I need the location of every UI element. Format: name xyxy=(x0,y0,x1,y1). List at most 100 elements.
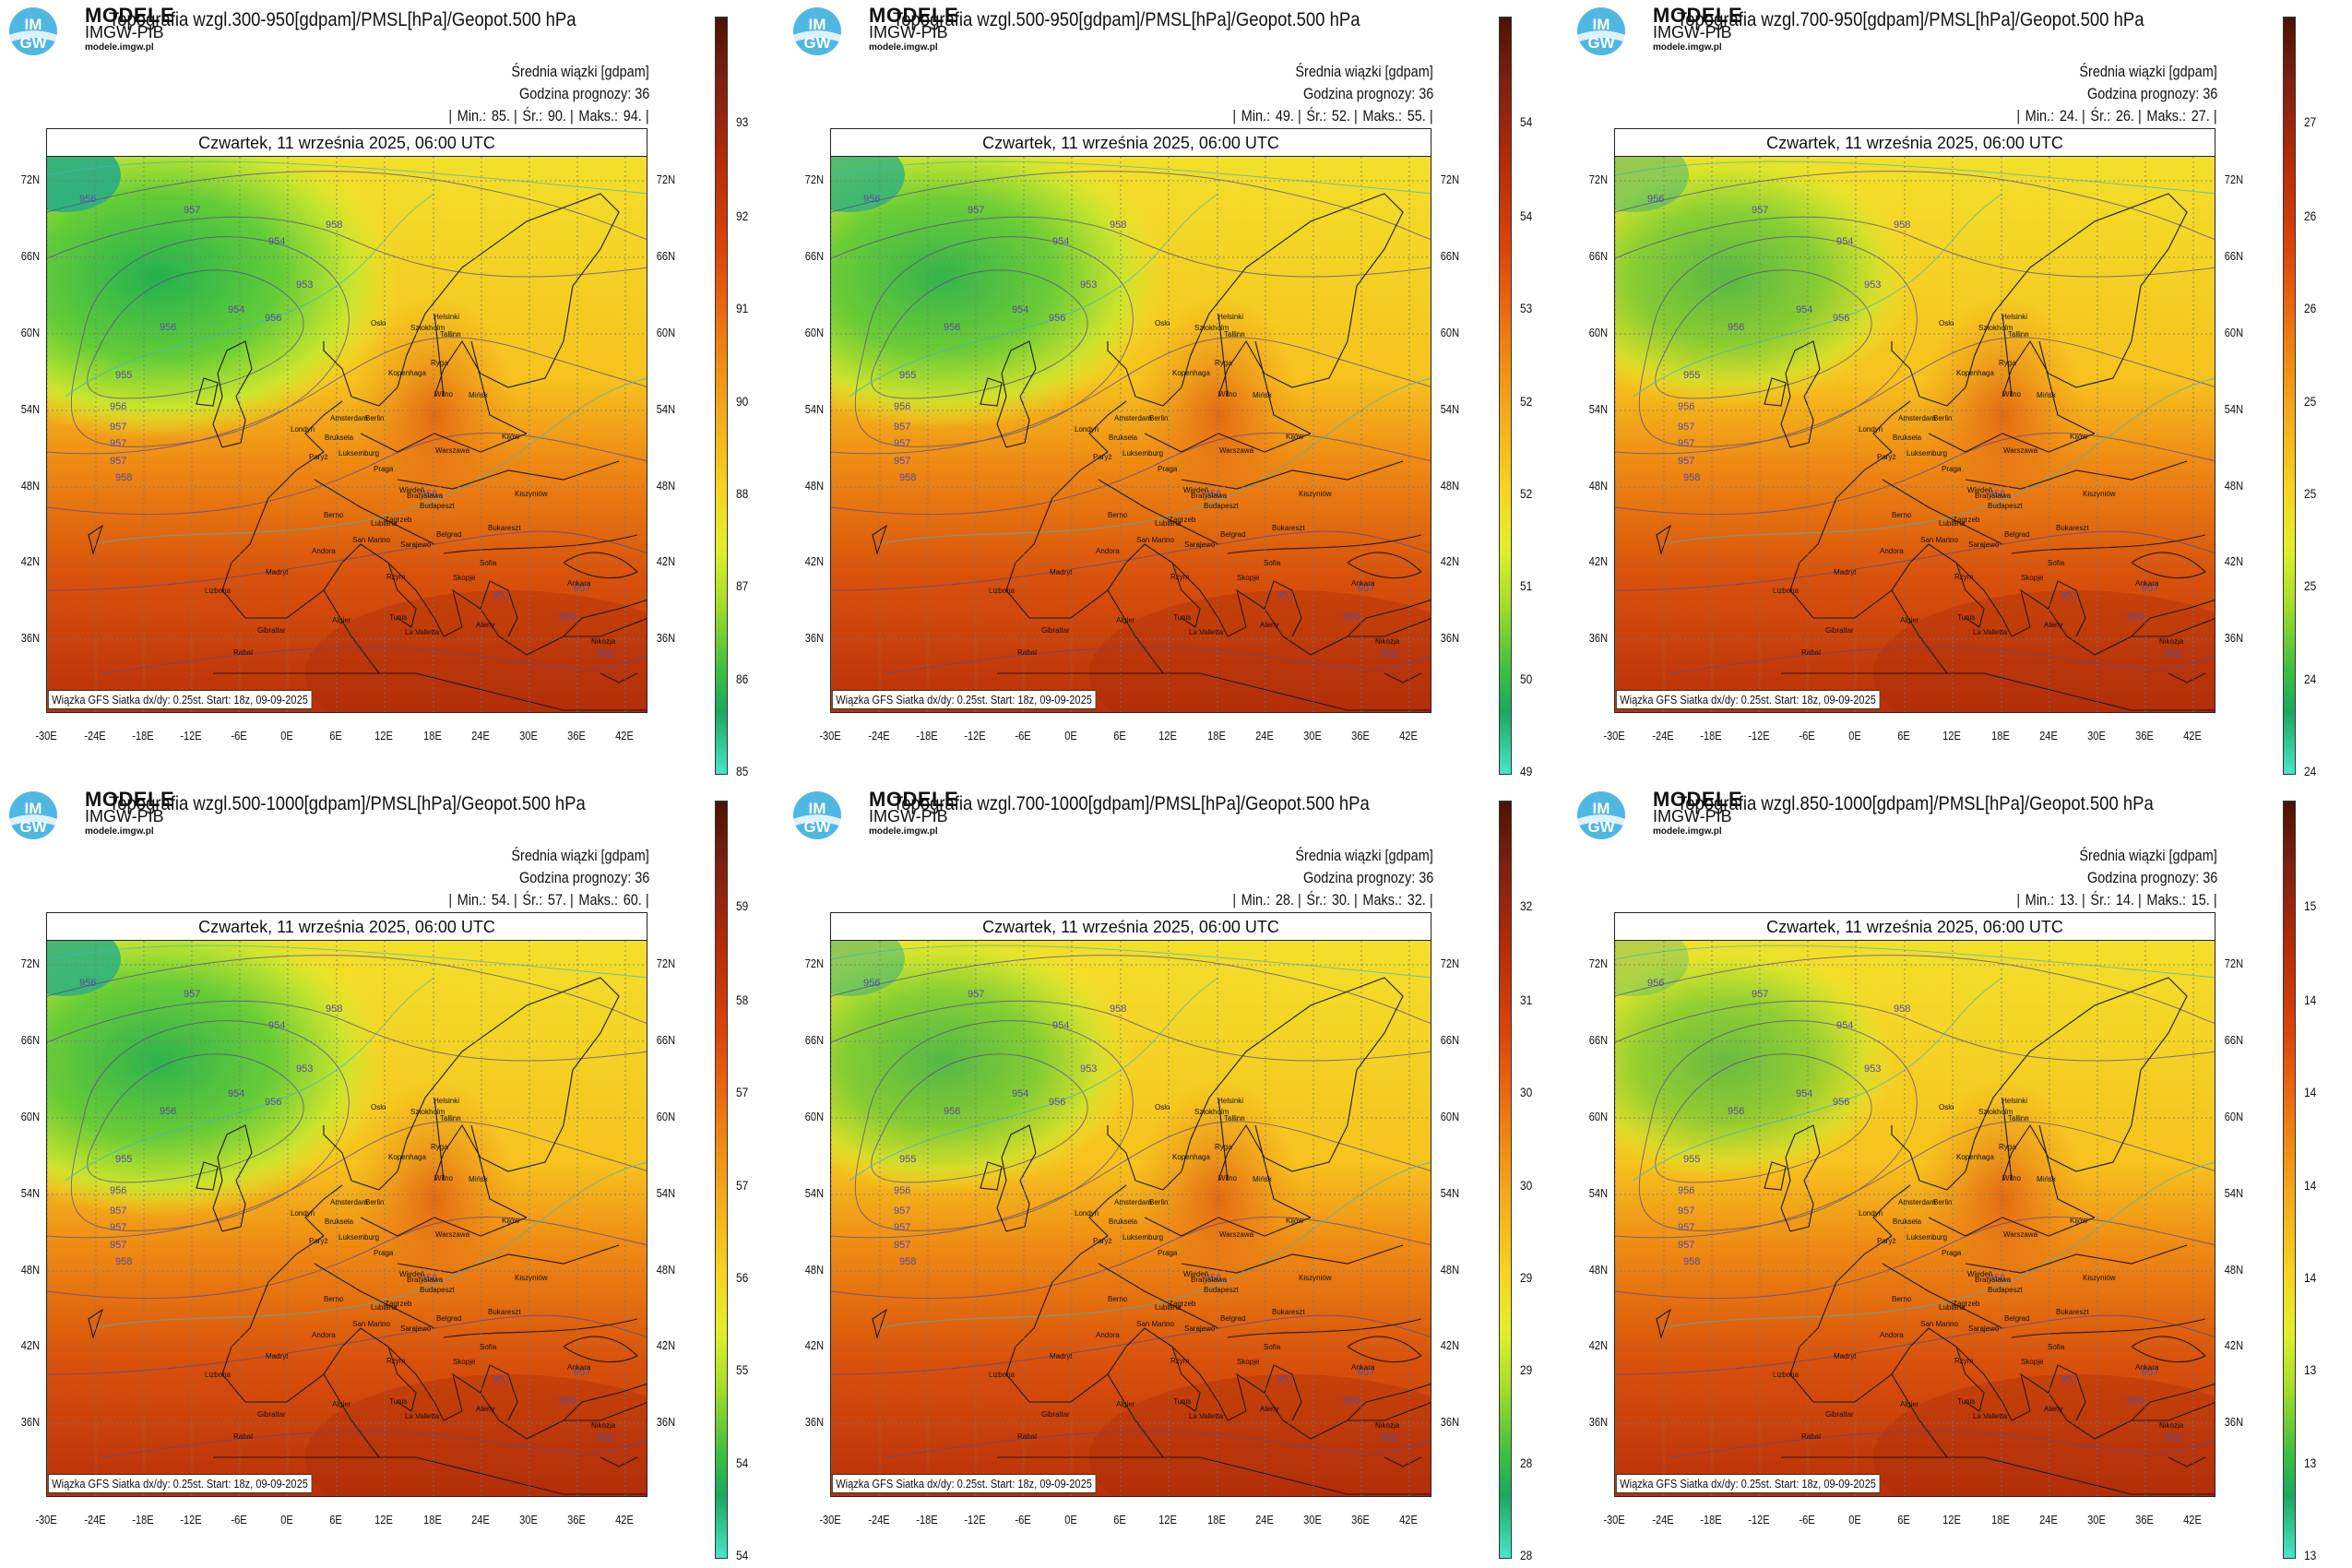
city-label: Lublana xyxy=(371,1303,398,1312)
logo-text-top: IM xyxy=(25,800,42,817)
city-label: Warszawa xyxy=(435,446,470,455)
city-label: Paryż xyxy=(1877,453,1896,461)
contour-label: 958 xyxy=(115,1256,133,1267)
city-label: Ankara xyxy=(567,1363,591,1372)
legend-title: Średnia wiązki [gdpam] xyxy=(1295,63,1433,80)
city-label: Bratysława xyxy=(407,1276,444,1284)
imgw-logo: IM GW xyxy=(1577,7,1625,55)
lon-label: 0E xyxy=(1064,729,1077,742)
city-label: Amsterdam xyxy=(1114,414,1152,422)
lat-label-right: 54N xyxy=(1440,402,1460,416)
min-label: Min.: xyxy=(1241,107,1271,125)
avg-label: Śr.: xyxy=(522,891,543,909)
city-label: Ryga xyxy=(1215,1143,1232,1151)
city-label: Ateny xyxy=(476,1405,495,1413)
avg-label: Śr.: xyxy=(522,107,543,125)
city-label: Zagrzeb xyxy=(1169,1300,1196,1308)
city-label: Berno xyxy=(1892,1295,1912,1303)
contour-label: 954 xyxy=(1012,304,1029,315)
contour-label: 956 xyxy=(894,1185,911,1196)
colorbar-tick: 25 xyxy=(2304,486,2317,501)
city-label: Luksemburg xyxy=(1123,1233,1164,1241)
lat-label-right: 42N xyxy=(656,1338,676,1352)
city-label: Mińsk xyxy=(2037,1175,2056,1183)
forecast-hour: Godzina prognozy: 36 xyxy=(518,869,649,886)
contour-label: 956 xyxy=(1728,322,1745,333)
brand-sub: IMGW-PIB xyxy=(869,23,948,42)
contour-label: 957 xyxy=(2061,1374,2078,1385)
logo-text-bottom: GW xyxy=(803,34,831,52)
city-label: Belgrad xyxy=(436,530,462,539)
lon-label: -30E xyxy=(819,729,841,742)
city-label: Kiszyniów xyxy=(515,490,548,498)
lat-label-left: 66N xyxy=(20,249,41,263)
contour-label: 954 xyxy=(228,304,245,315)
city-label: Bruksela xyxy=(1893,434,1922,442)
lat-label-left: 66N xyxy=(1588,1033,1609,1047)
city-label: Helsinki xyxy=(2002,1097,2028,1105)
city-label: Berlin xyxy=(1933,1198,1953,1206)
contour-label: 956 xyxy=(79,194,97,205)
forecast-hour: Godzina prognozy: 36 xyxy=(1302,85,1433,102)
lat-label-right: 60N xyxy=(2224,1110,2244,1123)
contour-label: 953 xyxy=(296,1063,314,1075)
city-label: Ankara xyxy=(567,579,591,588)
contour-label: 955 xyxy=(1683,1154,1701,1165)
forecast-hour: Godzina prognozy: 36 xyxy=(1302,869,1433,886)
city-label: Berno xyxy=(1108,1295,1128,1303)
colorbar-tick: 52 xyxy=(1520,394,1533,409)
lon-label: -18E xyxy=(916,1513,938,1526)
lat-label-right: 48N xyxy=(1440,1263,1460,1277)
city-label: Gibraltar xyxy=(1041,626,1070,635)
city-label: Praga xyxy=(1158,1249,1178,1257)
city-label: Andora xyxy=(312,547,336,555)
city-label: La Valletta xyxy=(1189,628,1224,636)
city-label: Rabat xyxy=(233,1432,254,1441)
lat-label-left: 72N xyxy=(1588,172,1609,186)
lat-label-left: 66N xyxy=(1588,249,1609,263)
city-label: Luksemburg xyxy=(1907,1233,1948,1241)
city-label: Rabat xyxy=(1801,1432,1822,1441)
contour-label: 957 xyxy=(1678,1222,1695,1233)
lon-label: 42E xyxy=(2183,729,2202,742)
city-label: Bratysława xyxy=(1975,1276,2012,1284)
city-label: Bruksela xyxy=(1893,1218,1922,1226)
contour-label: 956 xyxy=(1678,1185,1695,1196)
contour-label: 956 xyxy=(1343,1396,1360,1407)
lon-label: -30E xyxy=(819,1513,841,1526)
credit-line: Wiązka GFS Siatka dx/dy: 0.25st. Start: … xyxy=(48,1474,313,1493)
legend-title: Średnia wiązki [gdpam] xyxy=(2079,63,2217,80)
city-label: Bukareszt xyxy=(488,524,521,532)
contour-label: 956 xyxy=(1833,313,1850,324)
credit-line: Wiązka GFS Siatka dx/dy: 0.25st. Start: … xyxy=(1616,690,1881,709)
max-label: Maks.: xyxy=(2146,891,2187,909)
city-label: Sofia xyxy=(2048,1343,2065,1351)
avg-value: 14. xyxy=(2116,891,2135,909)
map-panel: IM GW MODELE IMGW-PIB modele.imgw.pl Topogr… xyxy=(784,784,1568,1568)
map-panel: IM GW MODELE IMGW-PIB modele.imgw.pl Topogr… xyxy=(0,784,784,1568)
lat-label-right: 66N xyxy=(656,249,676,263)
lat-label-right: 54N xyxy=(2224,402,2244,416)
city-label: Rzym xyxy=(1170,1357,1190,1365)
contour-label: 957 xyxy=(894,422,911,433)
lon-label: 0E xyxy=(1064,1513,1077,1526)
lon-label: 0E xyxy=(1848,729,1861,742)
colorbar-tick: 28 xyxy=(1520,1548,1533,1562)
contour-label: 592 xyxy=(1380,648,1397,659)
lat-label-right: 66N xyxy=(1440,1033,1460,1047)
lat-label-right: 36N xyxy=(1440,1415,1460,1429)
lat-label-left: 72N xyxy=(804,956,825,970)
min-value: 13. xyxy=(2060,891,2079,909)
city-label: Lizbona xyxy=(989,1371,1016,1379)
max-label: Maks.: xyxy=(578,107,619,125)
legend-title: Średnia wiązki [gdpam] xyxy=(2079,847,2217,864)
city-label: Gibraltar xyxy=(257,1410,286,1419)
city-label: Belgrad xyxy=(1220,1314,1246,1323)
city-label: Oslo xyxy=(1155,1103,1170,1111)
max-value: 60. xyxy=(624,891,643,909)
lat-label-left: 54N xyxy=(804,402,825,416)
city-label: Gibraltar xyxy=(1041,1410,1070,1419)
brand-url: modele.imgw.pl xyxy=(85,826,154,837)
contour-label: 957 xyxy=(1752,205,1769,216)
city-label: Budapeszt xyxy=(1988,1286,2023,1294)
